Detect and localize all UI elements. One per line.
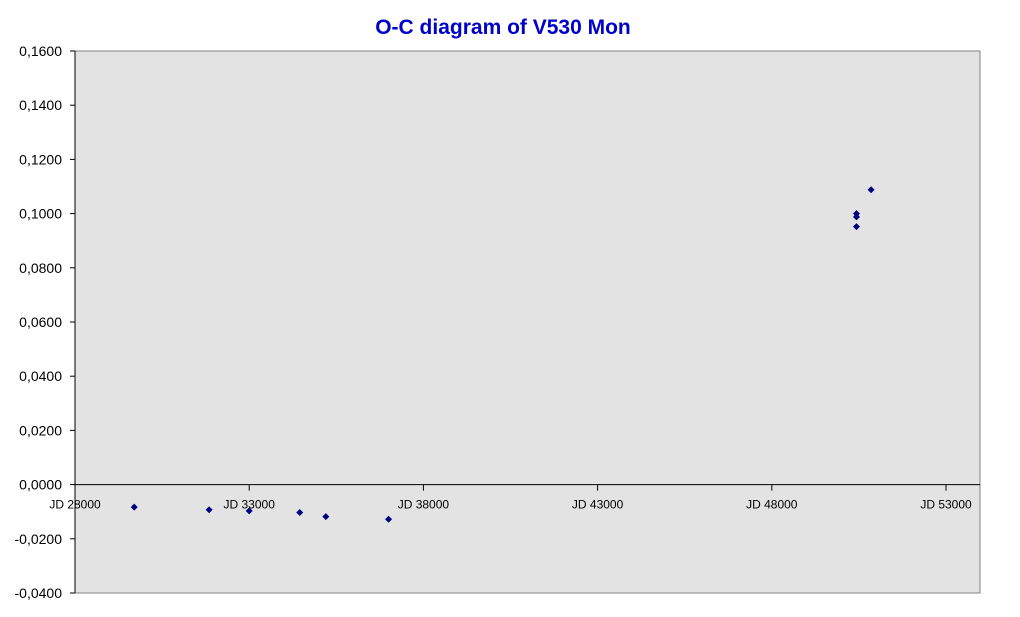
x-tick-label: JD 38000 xyxy=(398,498,450,512)
x-tick-label: JD 48000 xyxy=(746,498,798,512)
data-point-marker xyxy=(205,506,213,514)
y-tick-label: 0,1000 xyxy=(19,206,62,222)
y-tick-label: 0,1600 xyxy=(19,43,62,59)
chart-title: O-C diagram of V530 Mon xyxy=(375,16,631,39)
x-axis: JD 28000 JD 33000 JD 38000 JD 43000 JD 48000… xyxy=(49,484,980,512)
y-tick-label: 0,1400 xyxy=(19,97,62,113)
data-point-marker xyxy=(322,513,330,521)
x-tick-label: JD 33000 xyxy=(224,498,276,512)
y-tick-label: 0,0800 xyxy=(19,260,62,276)
x-tick-label: JD 28000 xyxy=(49,498,101,512)
plot-area xyxy=(74,50,981,594)
y-tick-label: -0,0200 xyxy=(15,531,63,547)
x-tick-label: JD 43000 xyxy=(572,498,624,512)
data-point-marker xyxy=(245,507,253,515)
y-tick-label: 0,0400 xyxy=(19,368,62,384)
data-point-marker xyxy=(852,223,860,231)
data-point-marker xyxy=(867,186,875,194)
data-point-marker xyxy=(296,509,304,517)
x-tick-label: JD 53000 xyxy=(920,498,972,512)
y-tick-label: 0,1200 xyxy=(19,151,62,167)
data-point-marker xyxy=(852,213,860,221)
y-tick-label: 0,0000 xyxy=(19,477,62,493)
y-tick-label: -0,0400 xyxy=(15,585,63,601)
data-point-marker xyxy=(130,503,138,511)
y-axis: 0,1600 0,1400 0,1200 0,1000 0,0800 0,0600 0,04… xyxy=(15,43,76,601)
data-points xyxy=(130,186,875,523)
y-tick-label: 0,0200 xyxy=(19,422,62,438)
data-point-marker xyxy=(385,515,393,523)
y-tick-label: 0,0600 xyxy=(19,314,62,330)
